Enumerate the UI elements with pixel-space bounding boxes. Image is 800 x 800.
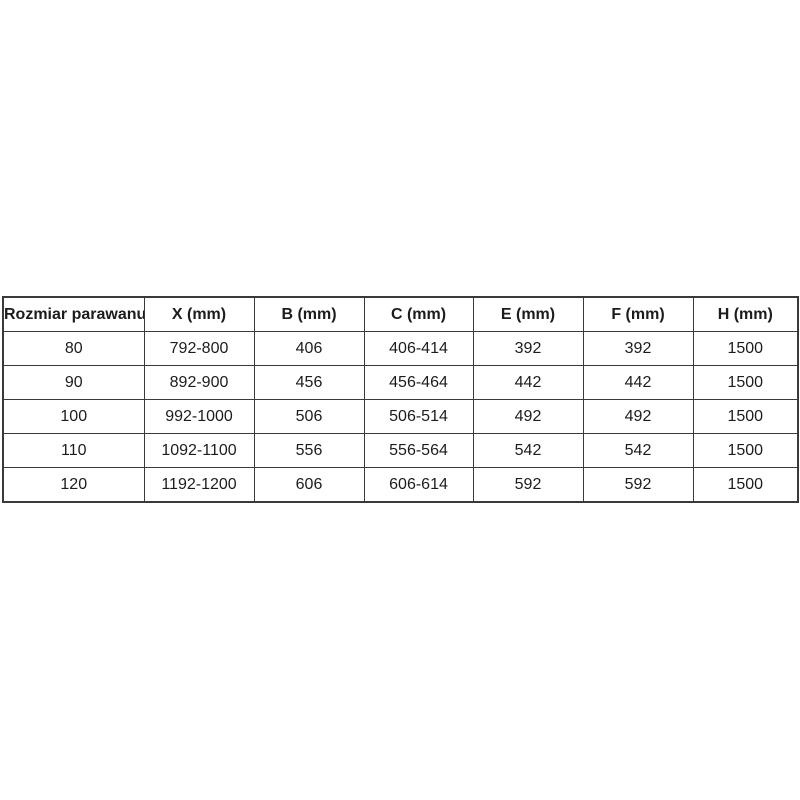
table-cell: 80 [2, 331, 145, 366]
table-cell: 592 [582, 467, 694, 503]
table-cell: 1500 [692, 467, 799, 503]
table-cell: 492 [472, 399, 584, 434]
table-cell: 100 [2, 399, 145, 434]
table-cell: 120 [2, 467, 145, 503]
dimensions-table: Rozmiar parawanu X (mm) B (mm) C (mm) E … [2, 296, 799, 503]
table-cell: 492 [582, 399, 694, 434]
column-header-x-mm: X (mm) [143, 296, 255, 332]
table-cell: 392 [472, 331, 584, 366]
table-row: 120 1192-1200 606 606-614 592 592 1500 [2, 467, 799, 503]
column-header-e-mm: E (mm) [472, 296, 584, 332]
table-cell: 556 [253, 433, 365, 468]
table-cell: 406-414 [363, 331, 474, 366]
column-header-rozmiar-parawanu: Rozmiar parawanu [2, 296, 145, 332]
table-cell: 506-514 [363, 399, 474, 434]
table-cell: 90 [2, 365, 145, 400]
table-cell: 406 [253, 331, 365, 366]
table-row: 110 1092-1100 556 556-564 542 542 1500 [2, 433, 799, 468]
table-cell: 442 [582, 365, 694, 400]
table-cell: 506 [253, 399, 365, 434]
table-cell: 1500 [692, 399, 799, 434]
table-cell: 992-1000 [143, 399, 255, 434]
table-cell: 442 [472, 365, 584, 400]
table-cell: 606-614 [363, 467, 474, 503]
table-header-row: Rozmiar parawanu X (mm) B (mm) C (mm) E … [2, 296, 799, 332]
table-cell: 556-564 [363, 433, 474, 468]
table-cell: 456-464 [363, 365, 474, 400]
table-cell: 542 [582, 433, 694, 468]
table-cell: 1092-1100 [143, 433, 255, 468]
table-cell: 1500 [692, 331, 799, 366]
table-row: 90 892-900 456 456-464 442 442 1500 [2, 365, 799, 400]
column-header-c-mm: C (mm) [363, 296, 474, 332]
table-cell: 1500 [692, 365, 799, 400]
table-cell: 110 [2, 433, 145, 468]
column-header-b-mm: B (mm) [253, 296, 365, 332]
table-cell: 1192-1200 [143, 467, 255, 503]
column-header-h-mm: H (mm) [692, 296, 799, 332]
table-cell: 592 [472, 467, 584, 503]
table-cell: 606 [253, 467, 365, 503]
column-header-f-mm: F (mm) [582, 296, 694, 332]
table-cell: 542 [472, 433, 584, 468]
table-cell: 392 [582, 331, 694, 366]
table-cell: 456 [253, 365, 365, 400]
table-cell: 1500 [692, 433, 799, 468]
table-cell: 892-900 [143, 365, 255, 400]
table-cell: 792-800 [143, 331, 255, 366]
table-row: 100 992-1000 506 506-514 492 492 1500 [2, 399, 799, 434]
table-row: 80 792-800 406 406-414 392 392 1500 [2, 331, 799, 366]
